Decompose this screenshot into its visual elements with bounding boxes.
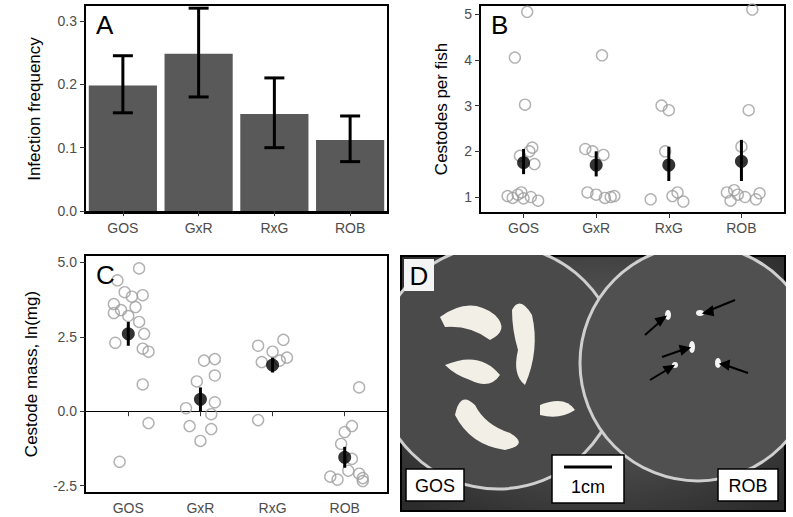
svg-text:Infection frequency: Infection frequency <box>25 37 44 181</box>
svg-text:2: 2 <box>464 143 472 159</box>
svg-text:ROB: ROB <box>330 500 360 516</box>
svg-text:A: A <box>96 10 114 40</box>
svg-text:3: 3 <box>464 98 472 114</box>
svg-text:RxG: RxG <box>655 220 683 236</box>
svg-text:-2.5: -2.5 <box>53 478 77 494</box>
svg-text:0.3: 0.3 <box>58 13 78 29</box>
svg-text:5: 5 <box>464 6 472 22</box>
svg-text:GxR: GxR <box>185 220 213 236</box>
svg-text:RxG: RxG <box>259 500 287 516</box>
svg-text:Cestode mass, ln(mg): Cestode mass, ln(mg) <box>22 291 41 457</box>
svg-text:5.0: 5.0 <box>58 254 78 270</box>
svg-text:0.1: 0.1 <box>58 140 78 156</box>
svg-text:2.5: 2.5 <box>58 329 78 345</box>
svg-text:4: 4 <box>464 52 472 68</box>
svg-text:ROB: ROB <box>335 220 365 236</box>
svg-text:GxR: GxR <box>582 220 610 236</box>
svg-text:RxG: RxG <box>260 220 288 236</box>
svg-text:GxR: GxR <box>186 500 214 516</box>
svg-text:GOS: GOS <box>508 220 539 236</box>
svg-text:0.0: 0.0 <box>58 203 78 219</box>
svg-text:C: C <box>96 260 115 290</box>
svg-text:GOS: GOS <box>113 500 144 516</box>
svg-text:1: 1 <box>464 189 472 205</box>
svg-text:D: D <box>410 261 429 291</box>
svg-text:1cm: 1cm <box>571 477 605 497</box>
svg-text:Cestodes per fish: Cestodes per fish <box>432 43 451 175</box>
svg-text:GOS: GOS <box>107 220 138 236</box>
svg-text:B: B <box>491 10 508 40</box>
svg-text:0.2: 0.2 <box>58 76 78 92</box>
svg-text:GOS: GOS <box>415 476 455 496</box>
svg-text:0.0: 0.0 <box>58 403 78 419</box>
svg-text:ROB: ROB <box>726 220 756 236</box>
svg-text:ROB: ROB <box>728 476 767 496</box>
